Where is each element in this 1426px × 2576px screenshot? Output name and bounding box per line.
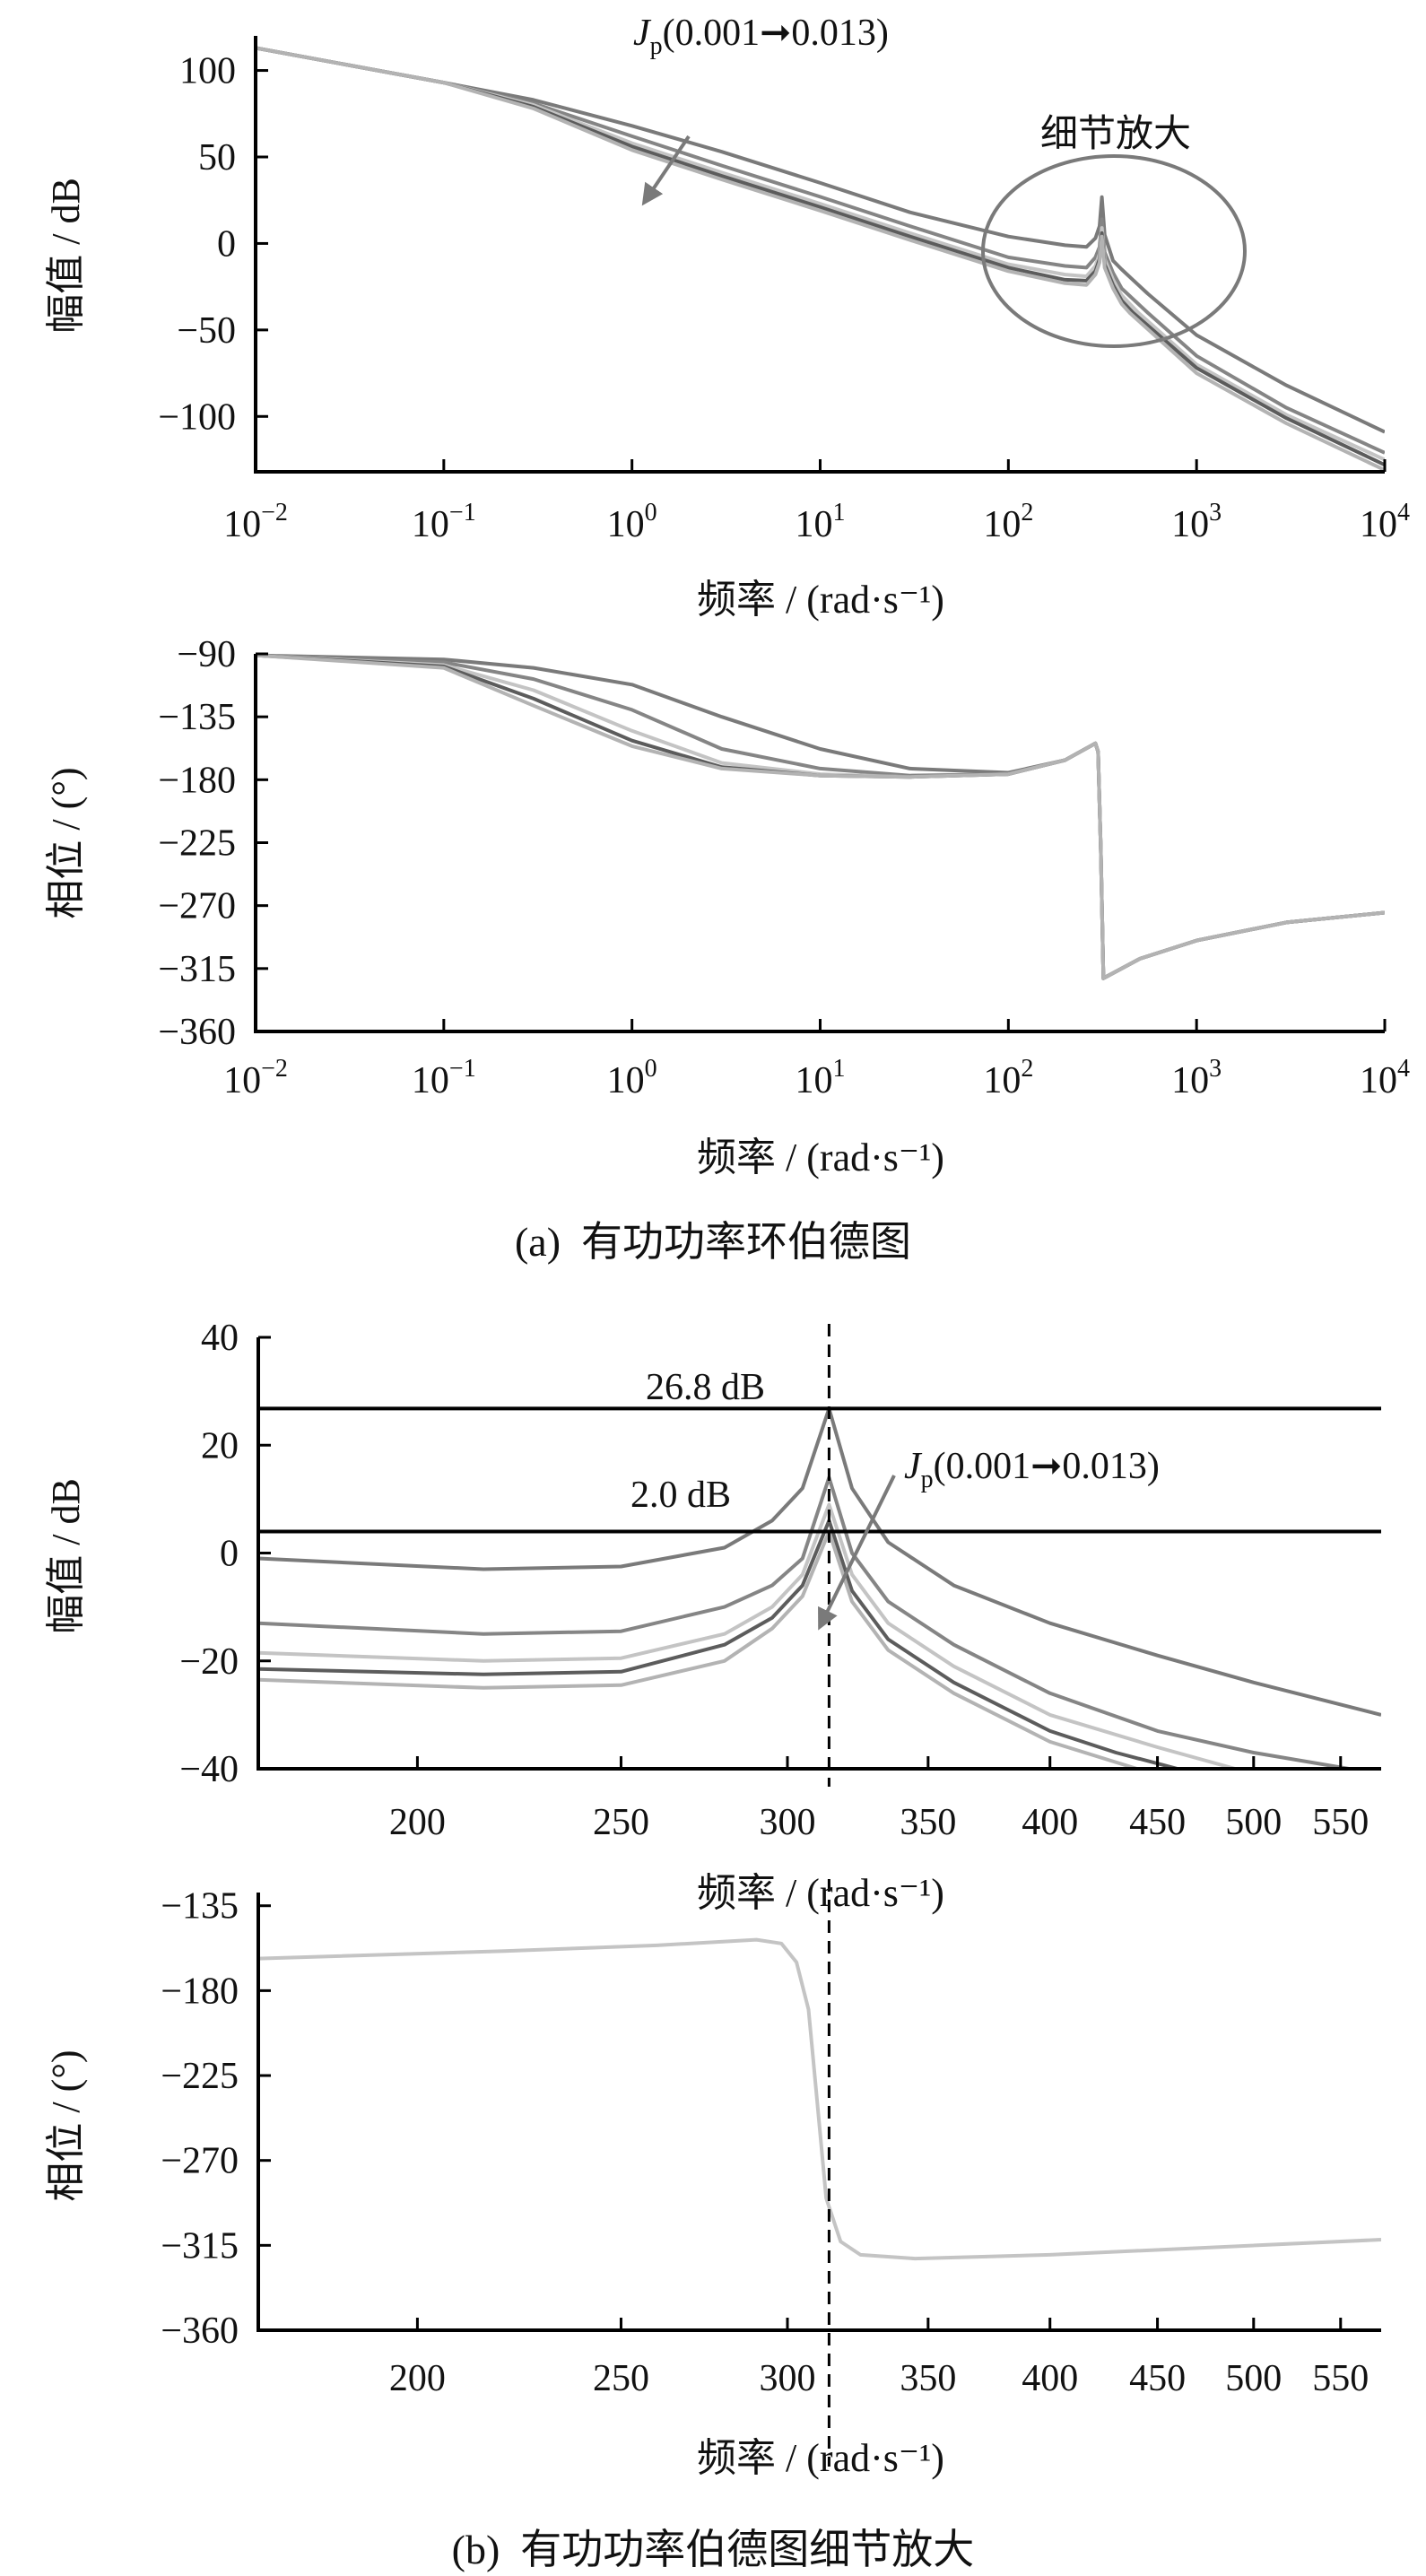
x-tick-label: 101 xyxy=(796,499,846,545)
x-tick-label: 350 xyxy=(900,2358,956,2399)
jp-range: (0.001➞0.013) xyxy=(663,13,889,54)
y-tick-label: 0 xyxy=(220,1534,239,1575)
y-tick-label: −315 xyxy=(161,2225,239,2267)
series-line-4 xyxy=(258,1519,1178,1769)
b-mag-ylabel: 幅值 / dB xyxy=(44,1478,88,1634)
x-tick-label: 300 xyxy=(759,2358,815,2399)
y-tick-label: 100 xyxy=(179,51,236,92)
x-tick-label: 100 xyxy=(607,499,657,545)
jp-annotation-top: Jp(0.001➞0.013) xyxy=(633,13,889,60)
x-tick-label: 400 xyxy=(1022,2358,1078,2399)
series-line-4 xyxy=(256,653,1385,980)
x-tick-label: 102 xyxy=(983,1055,1033,1101)
x-tick-label: 500 xyxy=(1225,2358,1282,2399)
series-line-1 xyxy=(256,653,1385,980)
detail-zoom-ellipse xyxy=(981,154,1247,348)
series-line-5 xyxy=(256,653,1385,980)
x-tick-label: 200 xyxy=(389,1802,446,1843)
x-tick-label: 10−1 xyxy=(412,499,476,545)
a_mag-plot: 10−2 10−1 100 101 102 103 104 100 50 0 −50 −100 xyxy=(158,36,1410,545)
x-tick-label: 103 xyxy=(1171,1055,1222,1101)
x-tick-label: 101 xyxy=(796,1055,846,1101)
a-mag-ylabel: 幅值 / dB xyxy=(44,178,88,334)
caption-a: (a) 有功功率环伯德图 xyxy=(515,1219,911,1265)
a-mag-xlabel: 频率 / (rad·s⁻¹) xyxy=(697,578,944,622)
jp-annotation-bottom: Jp(0.001➞0.013) xyxy=(904,1446,1160,1493)
y-tick-label: −270 xyxy=(161,2141,239,2182)
x-tick-label: 200 xyxy=(389,2358,446,2399)
x-tick-label: 300 xyxy=(759,1802,815,1843)
series-line-2 xyxy=(256,653,1385,980)
series-line-1 xyxy=(258,1937,1381,2261)
y-tick-label: −270 xyxy=(158,886,236,927)
x-tick-label: 350 xyxy=(900,1802,956,1843)
x-tick-label: 10−2 xyxy=(223,499,288,545)
series-line-3 xyxy=(256,653,1385,980)
x-tick-label: 550 xyxy=(1312,1802,1369,1843)
y-tick-label: −315 xyxy=(158,949,236,990)
x-tick-label: 104 xyxy=(1360,1055,1410,1101)
y-tick-label: −360 xyxy=(161,2311,239,2352)
series-line-2 xyxy=(256,46,1385,455)
x-tick-label: 100 xyxy=(607,1055,657,1101)
x-tick-label: 104 xyxy=(1360,499,1410,545)
low-level-label: 2.0 dB xyxy=(630,1475,731,1516)
x-tick-label: 250 xyxy=(593,2358,649,2399)
y-tick-label: 50 xyxy=(198,137,236,178)
x-tick-label: 450 xyxy=(1129,1802,1186,1843)
y-tick-label: −90 xyxy=(177,634,236,675)
jp-symbol: J xyxy=(904,1446,923,1487)
x-tick-label: 103 xyxy=(1171,499,1222,545)
b-phase-xlabel: 频率 / (rad·s⁻¹) xyxy=(697,2436,944,2480)
y-tick-label: −180 xyxy=(161,1971,239,2012)
y-tick-label: −360 xyxy=(158,1012,236,1053)
jp-range: (0.001➞0.013) xyxy=(934,1446,1160,1487)
jp-trend-arrow-top xyxy=(641,135,691,206)
jp-subscript: p xyxy=(650,32,663,60)
y-tick-label: −40 xyxy=(179,1749,239,1790)
peak-level-label: 26.8 dB xyxy=(646,1367,765,1408)
series-line-3 xyxy=(258,1502,1236,1769)
y-tick-label: 40 xyxy=(201,1318,239,1359)
a-phase-ylabel: 相位 / (°) xyxy=(44,767,88,918)
y-tick-label: −225 xyxy=(158,823,236,865)
y-tick-label: −135 xyxy=(158,697,236,738)
y-tick-label: −100 xyxy=(158,396,236,438)
a-phase-xlabel: 频率 / (rad·s⁻¹) xyxy=(697,1136,944,1179)
x-tick-label: 102 xyxy=(983,499,1033,545)
y-tick-label: 20 xyxy=(201,1425,239,1466)
detail-zoom-label: 细节放大 xyxy=(1040,114,1191,155)
series-line-4 xyxy=(256,46,1385,467)
jp-subscript: p xyxy=(921,1466,934,1493)
series-line-1 xyxy=(258,1406,1381,1717)
series-line-3 xyxy=(256,46,1385,462)
x-tick-label: 10−1 xyxy=(412,1055,476,1101)
series-line-5 xyxy=(258,1529,1138,1769)
y-tick-label: −135 xyxy=(161,1886,239,1928)
y-tick-label: −180 xyxy=(158,760,236,801)
series-line-5 xyxy=(256,46,1385,472)
caption-b: (b) 有功功率伯德图细节放大 xyxy=(452,2527,975,2572)
x-tick-label: 400 xyxy=(1022,1802,1078,1843)
x-tick-label: 450 xyxy=(1129,2358,1186,2399)
y-tick-label: 0 xyxy=(217,223,236,265)
y-tick-label: −50 xyxy=(177,310,236,352)
b-mag-xlabel: 频率 / (rad·s⁻¹) xyxy=(697,1871,944,1915)
jp-symbol: J xyxy=(633,13,652,54)
b-phase-ylabel: 相位 / (°) xyxy=(44,2049,88,2201)
series-line-1 xyxy=(256,46,1385,434)
b_phase-plot: 200 250 300 350 400 450 500 550 −135 −180 −225 −270… xyxy=(161,1879,1381,2467)
x-tick-label: 250 xyxy=(593,1802,649,1843)
y-tick-label: −20 xyxy=(179,1641,239,1683)
x-tick-label: 550 xyxy=(1312,2358,1369,2399)
series-line-2 xyxy=(258,1475,1350,1769)
x-tick-label: 500 xyxy=(1225,1802,1282,1843)
a_phase-plot: 10−2 10−1 100 101 102 103 104 −90 −135 −180 −225 −2… xyxy=(158,634,1410,1101)
y-tick-label: −225 xyxy=(161,2056,239,2097)
jp-trend-arrow-bottom xyxy=(818,1475,896,1631)
x-tick-label: 10−2 xyxy=(223,1055,288,1101)
